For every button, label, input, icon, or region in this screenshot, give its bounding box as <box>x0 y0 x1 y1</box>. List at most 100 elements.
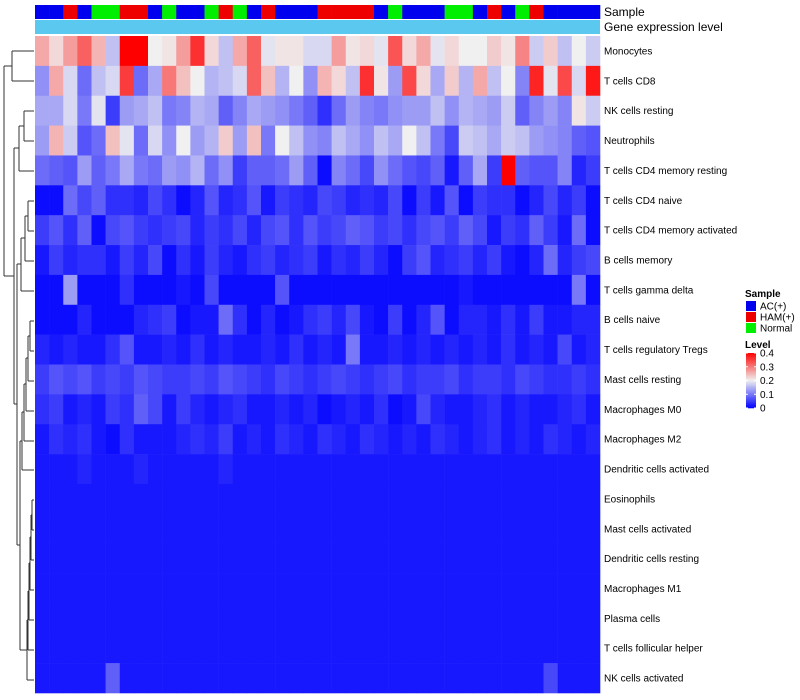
sample-annotation-cell <box>91 5 106 19</box>
heatmap-cell <box>77 245 92 276</box>
heatmap-cell <box>515 95 530 126</box>
heatmap-cell <box>190 543 205 574</box>
heatmap-cell <box>246 394 262 425</box>
colorbar-segment <box>746 383 756 385</box>
heatmap-cell <box>487 95 502 126</box>
heatmap-cell <box>529 65 544 97</box>
heatmap-cell <box>303 573 318 604</box>
heatmap-cell <box>232 573 248 604</box>
colorbar-segment <box>746 373 756 376</box>
colorbar-segment <box>746 358 756 361</box>
heatmap-cell <box>529 573 544 604</box>
heatmap-cell <box>49 663 64 694</box>
heatmap-cell <box>190 364 205 395</box>
row-label: T cells regulatory Tregs <box>604 345 708 356</box>
heatmap-cell <box>458 155 474 186</box>
heatmap-cell <box>105 304 121 335</box>
heatmap-cell <box>585 424 601 455</box>
heatmap-cell <box>359 304 375 335</box>
heatmap-cell <box>204 364 219 395</box>
heatmap-cell <box>91 483 106 515</box>
heatmap-cell <box>232 304 248 335</box>
heatmap-cell <box>218 215 234 246</box>
heatmap-cell <box>543 185 558 216</box>
heatmap-cell <box>63 513 78 544</box>
heatmap-cell <box>63 334 78 365</box>
heatmap-cell <box>133 543 149 574</box>
heatmap-cell <box>77 663 92 694</box>
heatmap-cell <box>388 304 403 335</box>
heatmap-cell <box>585 36 601 67</box>
heatmap-cell <box>444 36 460 67</box>
heatmap-cell <box>63 36 78 67</box>
heatmap-cell <box>49 483 64 515</box>
colorbar-segment <box>746 395 756 398</box>
heatmap-cell <box>105 454 121 485</box>
heatmap-cell <box>331 513 347 544</box>
heatmap-cell <box>91 663 106 694</box>
heatmap-cell <box>501 513 516 544</box>
heatmap-cell <box>430 185 445 216</box>
heatmap-cell <box>317 633 332 664</box>
heatmap-cell <box>176 394 191 425</box>
heatmap-cell <box>331 663 347 694</box>
heatmap-cell <box>585 513 601 544</box>
heatmap-cell <box>91 543 106 574</box>
heatmap-cell <box>529 245 544 276</box>
heatmap-cell <box>487 334 502 365</box>
heatmap-cell <box>571 603 587 634</box>
heatmap-cell <box>77 155 92 186</box>
heatmap-cell <box>359 334 375 365</box>
heatmap-cell <box>162 245 177 276</box>
heatmap-cell <box>204 454 219 485</box>
row-label: T cells follicular helper <box>604 644 703 655</box>
heatmap-cell <box>430 513 445 544</box>
heatmap-cell <box>162 125 177 156</box>
heatmap-cell <box>402 663 417 694</box>
heatmap-cell <box>472 513 488 544</box>
heatmap-cell <box>204 573 219 604</box>
heatmap-cell <box>331 274 347 306</box>
heatmap-cell <box>501 125 516 156</box>
sample-annotation-cell <box>374 5 389 19</box>
heatmap-cell <box>176 334 191 365</box>
heatmap-cell <box>148 334 163 365</box>
heatmap-cell <box>557 394 573 425</box>
heatmap-cell <box>529 483 544 515</box>
heatmap-cell <box>402 274 417 306</box>
heatmap-cell <box>303 334 318 365</box>
heatmap-cell <box>571 95 587 126</box>
heatmap-cell <box>162 215 177 246</box>
heatmap-cell <box>472 125 488 156</box>
sample-annotation-cell <box>317 5 332 19</box>
heatmap-cell <box>218 663 234 694</box>
heatmap-cell <box>35 513 50 544</box>
heatmap-cell <box>529 125 544 156</box>
heatmap-cell <box>105 274 121 306</box>
heatmap-cell <box>472 334 488 365</box>
heatmap-cell <box>317 304 332 335</box>
heatmap-cell <box>63 394 78 425</box>
heatmap-cell <box>246 454 262 485</box>
heatmap-cell <box>49 65 64 97</box>
heatmap-cell <box>190 424 205 455</box>
heatmap-cell <box>289 65 304 97</box>
heatmap-cell <box>444 274 460 306</box>
heatmap-cell <box>543 573 558 604</box>
gene-expression-annotation-bar <box>35 20 600 34</box>
heatmap-cell <box>515 633 530 664</box>
heatmap-cell <box>176 633 191 664</box>
heatmap-cell <box>133 125 149 156</box>
sample-annotation-cell <box>218 5 234 19</box>
heatmap-cell <box>515 603 530 634</box>
sample-annotation-cell <box>388 5 403 19</box>
heatmap-cell <box>190 304 205 335</box>
heatmap-cell <box>246 215 262 246</box>
heatmap-cell <box>585 185 601 216</box>
heatmap-cell <box>148 663 163 694</box>
heatmap-cell <box>119 185 135 216</box>
heatmap-cell <box>119 394 135 425</box>
heatmap-cell <box>105 573 121 604</box>
heatmap-cell <box>289 36 304 67</box>
